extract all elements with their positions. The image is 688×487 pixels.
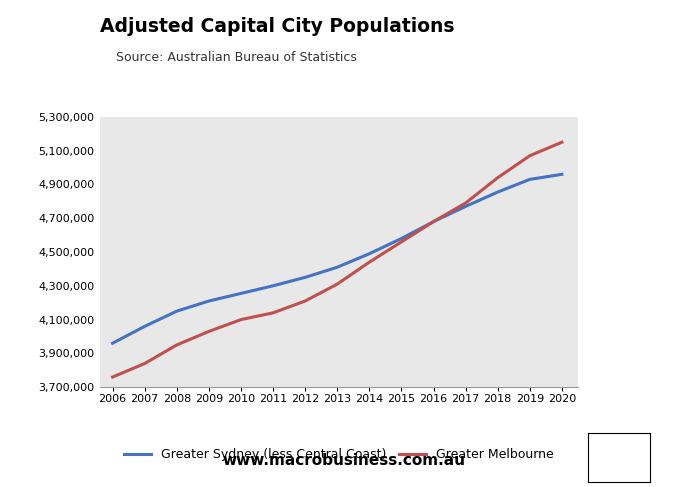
Text: BUSINESS: BUSINESS [566,65,632,77]
Text: MACRO: MACRO [568,34,631,49]
Text: Source: Australian Bureau of Statistics: Source: Australian Bureau of Statistics [116,51,356,64]
Text: Adjusted Capital City Populations: Adjusted Capital City Populations [100,17,454,36]
Text: www.macrobusiness.com.au: www.macrobusiness.com.au [222,453,466,468]
Legend: Greater Sydney (less Central Coast), Greater Melbourne: Greater Sydney (less Central Coast), Gre… [118,443,559,466]
